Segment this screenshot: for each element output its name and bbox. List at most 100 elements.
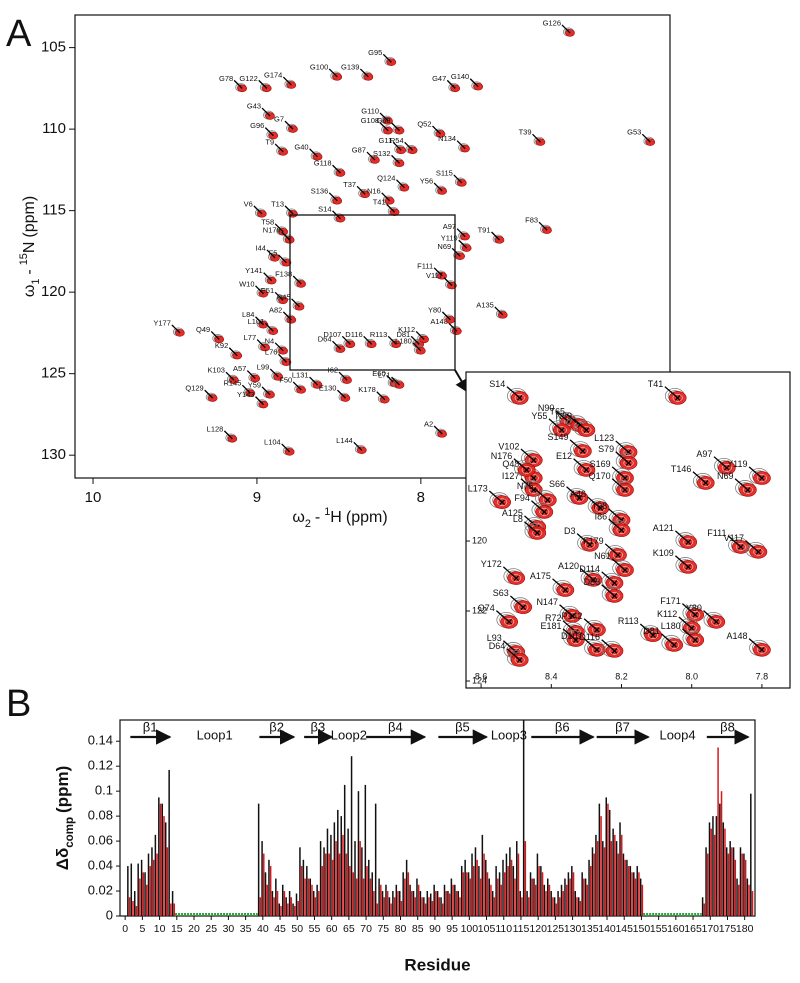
peak-label: D116 (345, 330, 362, 339)
peak-label: D64 (318, 335, 332, 344)
peak-label: R113 (618, 616, 639, 626)
label-part: ω (292, 509, 305, 526)
bar (727, 853, 730, 916)
bar (546, 878, 549, 916)
bar (452, 884, 454, 916)
bar (276, 891, 279, 916)
peak-label: G108 (361, 116, 379, 125)
leader-line (561, 24, 571, 34)
bar (374, 803, 377, 916)
peak: G108 (361, 116, 393, 135)
leader-line (566, 486, 580, 499)
leader-line (412, 342, 422, 352)
peak: V117 (426, 271, 457, 290)
x-tick-label: 135 (581, 923, 599, 935)
peak: R45 (277, 292, 305, 311)
bar (330, 834, 332, 916)
bar (517, 853, 520, 916)
bar (416, 878, 418, 916)
peak: A148 (726, 631, 771, 657)
bar (612, 828, 614, 916)
bar (173, 903, 176, 916)
bar (388, 897, 391, 916)
bar (557, 891, 559, 916)
bar (373, 891, 375, 916)
leader-line (641, 133, 651, 143)
peak-label: A46 (570, 489, 586, 499)
label-part: 1 (324, 506, 330, 518)
peak-label: N89 (555, 411, 572, 421)
peak-contour-ring (648, 631, 659, 639)
bar (135, 906, 138, 916)
bar (280, 906, 282, 916)
peak: Y172 (481, 559, 526, 585)
bar (474, 847, 477, 916)
bar (442, 903, 444, 916)
peak-label: F5 (269, 248, 278, 257)
peak-contour-ring (669, 641, 680, 649)
bar (514, 878, 516, 916)
leader-line (223, 430, 233, 440)
bar (739, 847, 742, 916)
bar (435, 891, 437, 916)
label-part: Δδ (53, 848, 72, 871)
peak-label: D81 (643, 626, 660, 636)
peak: Y177 (153, 318, 185, 337)
leader-line (281, 231, 291, 241)
bar (455, 891, 458, 916)
leader-line (611, 478, 626, 491)
peak: Y119 (727, 459, 771, 485)
peak-label: Y80 (428, 305, 441, 314)
peak-label: Y59 (248, 380, 261, 389)
peak: Q170 (589, 471, 634, 497)
leader-line (246, 370, 256, 380)
bar (624, 859, 626, 916)
bar (548, 884, 551, 916)
peak-contour-ring (542, 496, 553, 504)
peak: W10 (239, 279, 269, 298)
leader-line (277, 254, 287, 264)
bar (438, 897, 441, 916)
peak-label: F111 (707, 528, 726, 538)
leader-line (264, 322, 274, 332)
bar (584, 878, 587, 916)
bar (736, 878, 738, 916)
peak-contour-ring (721, 464, 732, 472)
bar (261, 841, 263, 916)
bar (275, 878, 277, 916)
peak: L128 (207, 424, 238, 443)
peak-label: G126 (543, 18, 561, 27)
peak-contour-ring (504, 618, 515, 626)
peak: Q49 (196, 325, 225, 344)
peak-contour-ring (612, 551, 623, 559)
leader-line (615, 440, 629, 453)
leader-line (601, 571, 615, 584)
peak-label: N176 (491, 451, 513, 461)
x-tick-label: 160 (667, 923, 685, 935)
bar (159, 803, 162, 916)
strand-label: β1 (143, 719, 158, 734)
bar (591, 847, 594, 916)
bar (307, 878, 310, 916)
peak: E130 (319, 384, 351, 402)
leader-line (241, 384, 251, 394)
peak-contour-ring (753, 548, 764, 556)
leader-line (520, 478, 535, 491)
peak: A46 (570, 489, 610, 515)
peak-label: A82 (269, 305, 282, 314)
peak: A175 (530, 571, 575, 597)
peak-label: A135 (476, 300, 494, 309)
peak-label: G122 (239, 74, 257, 83)
bar (273, 897, 275, 916)
strand-label: β4 (388, 719, 403, 734)
leader-line (396, 179, 405, 189)
leader-line (608, 508, 622, 521)
x-tick-label: 0 (122, 923, 128, 935)
label-part: (ppm) (346, 509, 388, 526)
bar (152, 859, 155, 916)
loop-label: Loop3 (491, 727, 527, 742)
leader-line (601, 639, 615, 652)
bar (486, 872, 489, 916)
peak-contour-ring (591, 646, 602, 654)
